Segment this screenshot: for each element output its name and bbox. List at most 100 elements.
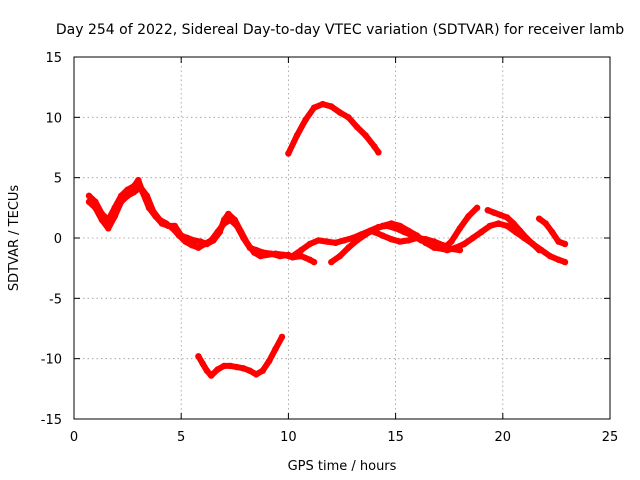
data-point	[203, 367, 211, 374]
data-point	[510, 220, 517, 227]
data-point	[111, 213, 118, 220]
data-point	[413, 234, 421, 242]
data-point	[456, 225, 464, 232]
data-point	[345, 244, 352, 251]
series-line	[195, 333, 285, 379]
data-point	[405, 227, 412, 234]
data-point	[310, 258, 318, 266]
data-point	[328, 103, 335, 110]
data-point	[319, 100, 326, 108]
data-point	[529, 240, 536, 248]
data-point	[536, 246, 543, 254]
data-point	[362, 132, 369, 139]
data-point	[546, 252, 554, 260]
y-tick-label: -15	[41, 413, 62, 428]
data-point	[405, 237, 412, 244]
data-point	[285, 150, 292, 157]
data-point	[555, 238, 562, 245]
data-point	[240, 365, 247, 372]
data-point	[388, 220, 395, 227]
y-axis-title: SDTVAR / TECUs	[7, 185, 22, 292]
y-tick-label: -10	[41, 353, 62, 368]
data-point	[259, 249, 266, 256]
data-point	[371, 143, 378, 150]
data-point	[461, 240, 468, 248]
data-point	[548, 228, 556, 236]
data-point	[503, 214, 511, 221]
data-point	[371, 228, 378, 236]
data-point	[265, 357, 273, 365]
data-point	[431, 238, 438, 245]
data-point	[478, 228, 485, 236]
data-point	[227, 362, 234, 370]
data-point	[268, 250, 275, 257]
data-point	[497, 211, 504, 219]
data-point	[336, 252, 344, 260]
data-point	[135, 176, 142, 184]
data-point	[195, 353, 202, 360]
data-point	[195, 244, 202, 251]
data-point	[199, 360, 206, 367]
data-point	[484, 207, 491, 214]
data-point	[175, 232, 183, 239]
data-point	[208, 237, 215, 244]
series-track-c	[285, 100, 382, 157]
data-point	[293, 132, 301, 139]
data-point	[465, 213, 472, 220]
data-point	[336, 109, 344, 116]
data-point	[208, 372, 215, 379]
data-point	[523, 234, 530, 242]
data-point	[310, 104, 318, 111]
data-point	[163, 220, 170, 227]
data-point	[85, 198, 93, 205]
data-point	[156, 216, 163, 224]
data-point	[536, 215, 543, 222]
data-point	[150, 208, 157, 215]
x-axis-title: GPS time / hours	[288, 459, 397, 474]
series-track-h	[484, 207, 543, 254]
data-point	[214, 228, 221, 236]
data-point	[439, 242, 446, 249]
data-point	[379, 232, 386, 239]
data-point	[182, 238, 189, 245]
y-tick-label: 15	[45, 51, 62, 66]
x-tick-label: 5	[177, 430, 185, 445]
data-point	[190, 237, 198, 244]
data-point	[118, 198, 125, 205]
data-series	[85, 100, 569, 379]
series-track-d	[195, 333, 286, 379]
data-point	[362, 231, 369, 238]
data-point	[253, 371, 260, 378]
data-point	[105, 225, 112, 232]
data-point	[503, 222, 511, 230]
chart-title: Day 254 of 2022, Sidereal Day-to-day VTE…	[56, 22, 624, 38]
data-point	[306, 240, 313, 248]
x-tick-label: 0	[70, 430, 78, 445]
data-point	[124, 186, 131, 193]
data-point	[259, 367, 266, 374]
data-point	[302, 116, 309, 123]
data-point	[561, 240, 569, 248]
data-point	[278, 333, 286, 341]
data-point	[169, 225, 176, 232]
y-tick-label: 0	[54, 232, 62, 247]
data-point	[345, 114, 352, 121]
data-point	[486, 222, 494, 230]
y-tick-label: -5	[49, 292, 62, 307]
series-line	[285, 101, 382, 157]
data-point	[516, 227, 524, 234]
data-point	[92, 204, 99, 211]
y-tick-label: 5	[54, 172, 62, 187]
data-point	[201, 240, 208, 248]
data-point	[220, 220, 228, 227]
data-point	[388, 236, 395, 243]
data-point	[233, 222, 241, 230]
data-point	[225, 210, 232, 218]
data-point	[448, 238, 455, 245]
data-point	[272, 345, 279, 353]
series-line	[86, 177, 318, 266]
data-point	[246, 367, 253, 374]
x-tick-label: 25	[602, 430, 619, 445]
data-point	[276, 252, 283, 260]
